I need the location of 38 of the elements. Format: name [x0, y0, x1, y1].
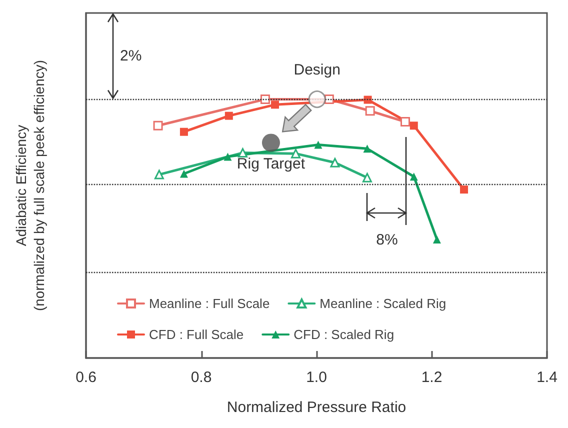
point [432, 235, 441, 244]
point [291, 148, 301, 158]
point [400, 117, 410, 127]
point [180, 170, 188, 178]
point [224, 152, 232, 161]
text: 2% [120, 48, 142, 64]
legend-label: Meanline : Scaled Rig [320, 296, 446, 311]
point [364, 96, 372, 104]
point [308, 90, 326, 108]
point [410, 172, 418, 181]
annotation: 8% [376, 232, 398, 248]
point [314, 140, 322, 149]
point [330, 158, 340, 168]
annotation: Design [294, 61, 340, 78]
point [238, 148, 248, 158]
point [154, 170, 164, 180]
legend-label: CFD : Full Scale [149, 327, 244, 342]
point [365, 106, 375, 116]
x-axis-title: Normalized Pressure Ratio [226, 399, 406, 416]
legend-label: CFD : Scaled Rig [294, 327, 394, 342]
point [260, 94, 270, 104]
annotation: Rig Target [236, 156, 306, 173]
point [262, 134, 280, 152]
point [153, 120, 163, 130]
x-tick-label: 1.4 [536, 369, 558, 386]
x-tick-label: 0.6 [76, 369, 96, 386]
point [271, 100, 280, 109]
point [180, 128, 188, 136]
y-axis-title: Adiabatic Efficiency (normalized by full scale peek efficiency) [13, 60, 47, 312]
x-tick-label: 0.8 [190, 369, 212, 386]
x-tick-label: 1.2 [421, 369, 442, 386]
x-tick-label: 1.0 [306, 369, 327, 386]
legend-label: Meanline : Full Scale [149, 296, 270, 311]
point [224, 112, 233, 120]
point [460, 186, 468, 194]
point [410, 122, 418, 130]
point [362, 172, 372, 182]
point [363, 144, 372, 153]
